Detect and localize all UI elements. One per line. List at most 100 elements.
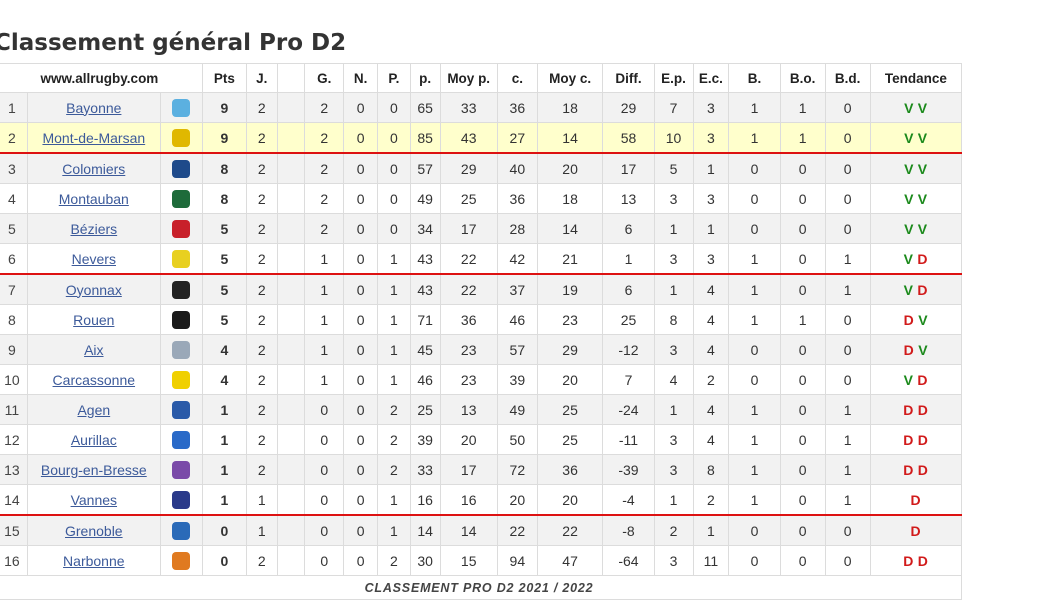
stat-bonus-offensive: 1: [779, 92, 826, 123]
trend-cell: D V: [869, 334, 963, 365]
stat-won: 2: [304, 122, 345, 154]
stat-points-against: 37: [496, 273, 538, 305]
team-link[interactable]: Colomiers: [62, 160, 126, 177]
team-link[interactable]: Carcassonne: [52, 371, 136, 388]
team-cell: Carcassonne: [26, 364, 161, 395]
stat-blank: [276, 514, 306, 546]
stat-tries-for: 3: [653, 334, 694, 365]
trend-win: V: [917, 129, 928, 146]
stat-played: 2: [245, 273, 278, 305]
stat-lost: 0: [377, 183, 411, 214]
stat-lost: 2: [377, 424, 411, 455]
trend-cell: V D: [869, 364, 963, 395]
stat-bonus-defensive: 1: [824, 394, 871, 425]
stat-bonus-offensive: 0: [779, 243, 826, 275]
stat-tries-against: 4: [692, 304, 730, 335]
stat-bonus: 1: [728, 243, 781, 275]
stat-bonus-offensive: 0: [779, 334, 826, 365]
stat-bonus-defensive: 0: [824, 334, 871, 365]
stat-pts: 4: [201, 364, 247, 395]
rank-cell: 1: [0, 92, 28, 123]
header-diff: Diff.: [602, 63, 655, 93]
stat-points-for: 46: [409, 364, 441, 395]
team-cell: Bayonne: [26, 92, 161, 123]
stat-bonus: 1: [728, 394, 781, 425]
team-link[interactable]: Bayonne: [66, 99, 122, 116]
stat-pts: 1: [201, 454, 247, 485]
team-link[interactable]: Agen: [77, 401, 111, 418]
header-bo: B.o.: [779, 63, 826, 93]
team-link[interactable]: Aix: [84, 341, 104, 358]
trend-win: V: [904, 99, 914, 116]
rouen-logo-icon: [172, 310, 191, 329]
stat-avg-points-for: 29: [439, 152, 498, 184]
team-link[interactable]: Nevers: [71, 250, 116, 267]
stat-points-against: 46: [496, 304, 538, 335]
stat-avg-points-against: 21: [536, 243, 604, 275]
stat-bonus: 1: [728, 273, 781, 305]
stat-diff: 58: [602, 122, 655, 154]
table-row: 14 Vannes 1 1 0 0 1 16 16 20 20 -4 1 2 1 0 1 D: [0, 484, 963, 516]
stat-tries-against: 1: [692, 514, 730, 546]
stat-bonus-defensive: 0: [824, 122, 871, 154]
trend-win: V: [917, 220, 928, 237]
team-link[interactable]: Rouen: [73, 311, 115, 328]
stat-avg-points-against: 20: [536, 152, 604, 184]
stat-won: 2: [304, 183, 345, 214]
table-caption: CLASSEMENT PRO D2 2021 / 2022: [0, 575, 962, 600]
stat-bonus: 1: [728, 122, 781, 154]
team-link[interactable]: Oyonnax: [65, 281, 122, 298]
stat-played: 2: [245, 243, 278, 275]
team-link[interactable]: Béziers: [70, 220, 118, 237]
team-cell: Aix: [26, 334, 161, 365]
stat-drawn: 0: [343, 152, 379, 184]
stat-won: 0: [304, 424, 345, 455]
team-link[interactable]: Aurillac: [70, 431, 117, 448]
team-link[interactable]: Grenoble: [65, 522, 123, 539]
stat-played: 2: [245, 454, 278, 485]
stat-bonus: 0: [728, 364, 781, 395]
stat-tries-for: 8: [653, 304, 694, 335]
team-cell: Vannes: [26, 484, 161, 516]
trend-loss: D: [903, 552, 914, 569]
trend-loss: D: [917, 431, 929, 448]
stat-avg-points-against: 47: [536, 545, 604, 576]
team-link[interactable]: Bourg-en-Bresse: [40, 461, 147, 478]
stat-bonus: 1: [728, 92, 781, 123]
stat-won: 2: [304, 92, 345, 123]
team-link[interactable]: Vannes: [70, 491, 118, 508]
team-cell: Agen: [26, 394, 161, 425]
stat-played: 2: [245, 394, 278, 425]
stat-points-for: 25: [409, 394, 441, 425]
stat-bonus-offensive: 0: [779, 424, 826, 455]
stat-pts: 0: [201, 514, 247, 546]
trend-loss: D: [903, 401, 914, 418]
stat-played: 2: [245, 545, 278, 576]
team-link[interactable]: Montauban: [58, 190, 129, 207]
trend-cell: V V: [869, 152, 963, 184]
page-title: Classement général Pro D2: [0, 30, 347, 56]
stat-lost: 1: [377, 484, 411, 516]
bayonne-logo-icon: [172, 98, 191, 117]
stat-pts: 4: [201, 334, 247, 365]
stat-won: 0: [304, 394, 345, 425]
stat-bonus-offensive: 0: [779, 545, 826, 576]
trend-win: V: [918, 341, 929, 358]
montauban-logo-icon: [172, 189, 191, 208]
stat-points-against: 27: [496, 122, 538, 154]
narbonne-logo-icon: [172, 551, 191, 570]
header-b: B.: [728, 63, 781, 93]
trend-win: V: [904, 160, 914, 177]
stat-drawn: 0: [343, 304, 379, 335]
stat-avg-points-for: 15: [439, 545, 498, 576]
header-n: N.: [343, 63, 379, 93]
stat-avg-points-against: 36: [536, 454, 604, 485]
stat-points-for: 65: [409, 92, 441, 123]
stat-tries-against: 4: [692, 424, 730, 455]
team-link[interactable]: Mont-de-Marsan: [42, 129, 146, 146]
stat-points-for: 34: [409, 213, 441, 244]
team-link[interactable]: Narbonne: [63, 552, 125, 569]
stat-pts: 8: [201, 183, 247, 214]
stat-avg-points-against: 20: [536, 364, 604, 395]
aix-logo-icon: [172, 340, 191, 359]
